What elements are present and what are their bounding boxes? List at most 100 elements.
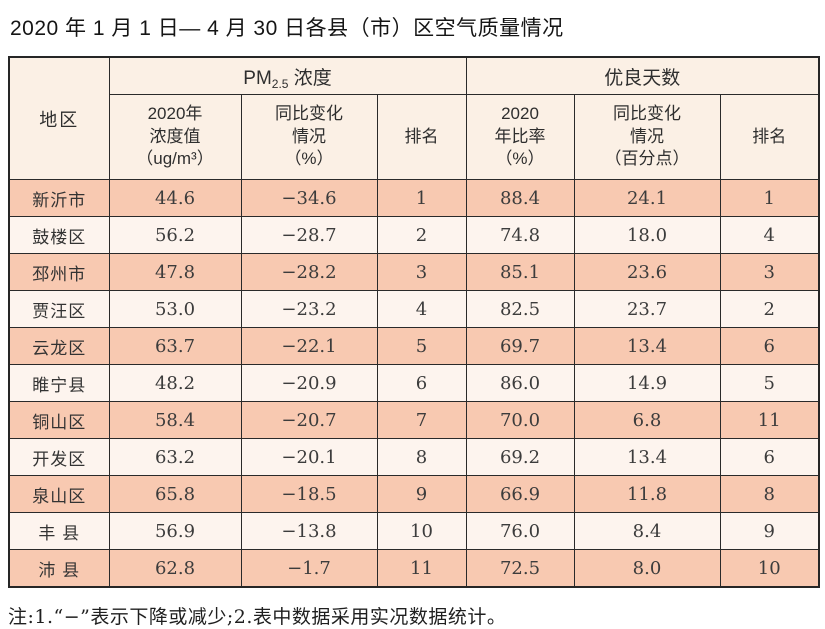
good-rank-cell: 1 bbox=[719, 179, 820, 217]
region-cell: 邳州市 bbox=[8, 253, 110, 291]
region-cell: 云龙区 bbox=[8, 327, 110, 365]
pm-change-cell: −20.9 bbox=[240, 364, 378, 402]
good-change-cell: 18.0 bbox=[573, 216, 721, 254]
good-rate-cell: 72.5 bbox=[465, 549, 575, 588]
pm-value-cell: 65.8 bbox=[108, 475, 242, 513]
pm-change-cell: −20.7 bbox=[240, 401, 378, 439]
good-change-cell: 6.8 bbox=[573, 401, 721, 439]
pm-value-cell: 44.6 bbox=[108, 179, 242, 217]
pm-rank-cell: 11 bbox=[376, 549, 467, 588]
table-row: 沛 县 62.8 −1.7 11 72.5 8.0 10 bbox=[8, 549, 820, 588]
table-row: 贾汪区 53.0 −23.2 4 82.5 23.7 2 bbox=[8, 290, 820, 328]
region-cell: 新沂市 bbox=[8, 179, 110, 217]
pm-change-cell: −22.1 bbox=[240, 327, 378, 365]
pm25-label-prefix: PM bbox=[243, 67, 272, 89]
table-row: 鼓楼区 56.2 −28.7 2 74.8 18.0 4 bbox=[8, 216, 820, 254]
region-cell: 丰 县 bbox=[8, 512, 110, 550]
pm-rank-cell: 1 bbox=[376, 179, 467, 217]
table-row: 泉山区 65.8 −18.5 9 66.9 11.8 8 bbox=[8, 475, 820, 513]
pm-rank-cell: 5 bbox=[376, 327, 467, 365]
good-change-cell: 11.8 bbox=[573, 475, 721, 513]
pm-rank-cell: 2 bbox=[376, 216, 467, 254]
pm-value-cell: 56.9 bbox=[108, 512, 242, 550]
col-header-region: 地区 bbox=[8, 56, 110, 180]
good-rate-cell: 86.0 bbox=[465, 364, 575, 402]
pm-change-cell: −20.1 bbox=[240, 438, 378, 476]
air-quality-table: 地区 PM2.5 浓度 优良天数 2020年 浓度值 （ug/m³） 同比变化 … bbox=[8, 56, 820, 588]
pm-rank-cell: 3 bbox=[376, 253, 467, 291]
good-rank-cell: 6 bbox=[719, 438, 820, 476]
good-rate-cell: 66.9 bbox=[465, 475, 575, 513]
pm-value-cell: 62.8 bbox=[108, 549, 242, 588]
region-cell: 贾汪区 bbox=[8, 290, 110, 328]
page-title: 2020 年 1 月 1 日— 4 月 30 日各县（市）区空气质量情况 bbox=[10, 17, 564, 40]
region-cell: 沛 县 bbox=[8, 549, 110, 588]
good-rank-cell: 8 bbox=[719, 475, 820, 513]
good-rank-cell: 10 bbox=[719, 549, 820, 588]
good-rank-cell: 4 bbox=[719, 216, 820, 254]
good-change-cell: 24.1 bbox=[573, 179, 721, 217]
good-rate-cell: 69.7 bbox=[465, 327, 575, 365]
pm-change-cell: −1.7 bbox=[240, 549, 378, 588]
pm-value-cell: 53.0 bbox=[108, 290, 242, 328]
table-row: 丰 县 56.9 −13.8 10 76.0 8.4 9 bbox=[8, 512, 820, 550]
pm-change-cell: −18.5 bbox=[240, 475, 378, 513]
table-row: 睢宁县 48.2 −20.9 6 86.0 14.9 5 bbox=[8, 364, 820, 402]
good-change-cell: 8.4 bbox=[573, 512, 721, 550]
col-header-pm-rank: 排名 bbox=[376, 94, 467, 180]
good-change-cell: 8.0 bbox=[573, 549, 721, 588]
good-rank-cell: 11 bbox=[719, 401, 820, 439]
pm-value-cell: 58.4 bbox=[108, 401, 242, 439]
footnote: 注:1.“−”表示下降或减少;2.表中数据采用实况数据统计。 bbox=[8, 606, 507, 628]
pm25-label-subscript: 2.5 bbox=[271, 76, 289, 91]
pm-change-cell: −34.6 bbox=[240, 179, 378, 217]
pm-rank-cell: 9 bbox=[376, 475, 467, 513]
region-cell: 开发区 bbox=[8, 438, 110, 476]
good-change-cell: 14.9 bbox=[573, 364, 721, 402]
col-header-good-rate: 2020 年比率 （%） bbox=[465, 94, 575, 180]
pm-value-cell: 56.2 bbox=[108, 216, 242, 254]
table-row: 铜山区 58.4 −20.7 7 70.0 6.8 11 bbox=[8, 401, 820, 439]
pm-value-cell: 47.8 bbox=[108, 253, 242, 291]
region-cell: 睢宁县 bbox=[8, 364, 110, 402]
good-change-cell: 13.4 bbox=[573, 327, 721, 365]
col-header-good-rank: 排名 bbox=[719, 94, 820, 180]
table-header: 地区 PM2.5 浓度 优良天数 2020年 浓度值 （ug/m³） 同比变化 … bbox=[8, 56, 820, 180]
pm-rank-cell: 6 bbox=[376, 364, 467, 402]
good-rank-cell: 3 bbox=[719, 253, 820, 291]
pm-change-cell: −13.8 bbox=[240, 512, 378, 550]
table-row: 邳州市 47.8 −28.2 3 85.1 23.6 3 bbox=[8, 253, 820, 291]
good-rate-cell: 76.0 bbox=[465, 512, 575, 550]
pm-change-cell: −23.2 bbox=[240, 290, 378, 328]
col-group-good-days: 优良天数 bbox=[465, 56, 820, 95]
good-rank-cell: 2 bbox=[719, 290, 820, 328]
col-header-pm-change: 同比变化 情况 （%） bbox=[240, 94, 378, 180]
header-sub-row: 2020年 浓度值 （ug/m³） 同比变化 情况 （%） 排名 2020 年比… bbox=[9, 94, 820, 180]
col-header-pm-value: 2020年 浓度值 （ug/m³） bbox=[108, 94, 242, 180]
pm-change-cell: −28.2 bbox=[240, 253, 378, 291]
col-header-good-change: 同比变化 情况 （百分点） bbox=[573, 94, 721, 180]
pm-rank-cell: 4 bbox=[376, 290, 467, 328]
good-change-cell: 23.6 bbox=[573, 253, 721, 291]
table-row: 新沂市 44.6 −34.6 1 88.4 24.1 1 bbox=[8, 179, 820, 217]
pm-change-cell: −28.7 bbox=[240, 216, 378, 254]
good-rate-cell: 69.2 bbox=[465, 438, 575, 476]
region-cell: 铜山区 bbox=[8, 401, 110, 439]
good-change-cell: 13.4 bbox=[573, 438, 721, 476]
good-rate-cell: 85.1 bbox=[465, 253, 575, 291]
good-rank-cell: 6 bbox=[719, 327, 820, 365]
good-rate-cell: 74.8 bbox=[465, 216, 575, 254]
region-cell: 鼓楼区 bbox=[8, 216, 110, 254]
good-change-cell: 23.7 bbox=[573, 290, 721, 328]
col-group-pm25: PM2.5 浓度 bbox=[108, 56, 467, 95]
table-row: 开发区 63.2 −20.1 8 69.2 13.4 6 bbox=[8, 438, 820, 476]
pm25-label-suffix: 浓度 bbox=[288, 67, 332, 89]
pm-rank-cell: 8 bbox=[376, 438, 467, 476]
header-group-row: 地区 PM2.5 浓度 优良天数 bbox=[8, 56, 820, 180]
good-rank-cell: 9 bbox=[719, 512, 820, 550]
good-rank-cell: 5 bbox=[719, 364, 820, 402]
good-rate-cell: 82.5 bbox=[465, 290, 575, 328]
good-rate-cell: 88.4 bbox=[465, 179, 575, 217]
table-row: 云龙区 63.7 −22.1 5 69.7 13.4 6 bbox=[8, 327, 820, 365]
